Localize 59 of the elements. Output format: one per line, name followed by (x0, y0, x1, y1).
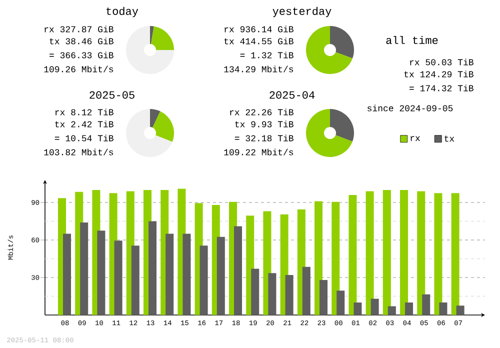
bar (434, 193, 442, 315)
text: rx 936.14 GiB (224, 26, 294, 32)
text: = 1.32 TiB (240, 52, 294, 58)
bar (405, 302, 414, 315)
bar (370, 298, 379, 315)
text: rx 50.03 TiB (410, 58, 474, 66)
bar (63, 234, 71, 315)
text: = 174.32 TiB (410, 84, 474, 92)
text: = 366.33 GiB (50, 52, 114, 58)
text: = 32.18 TiB (234, 134, 294, 142)
text: tx 124.29 TiB (404, 70, 474, 78)
text: tx 414.55 GiB (224, 38, 294, 44)
bar (354, 302, 362, 315)
bar (234, 226, 242, 315)
bar (302, 266, 310, 315)
chart-title: yesterday (272, 6, 332, 18)
chart-title: today (106, 6, 138, 18)
bar (166, 234, 174, 315)
bar (348, 195, 357, 315)
text: 134.29 Mbit/s (224, 66, 294, 72)
text: all time (386, 36, 438, 44)
bar (332, 202, 340, 315)
bar (200, 246, 208, 315)
text: tx 38.46 GiB (50, 38, 114, 44)
bar (80, 222, 88, 315)
bar (148, 221, 157, 315)
bar (422, 294, 430, 315)
bar (182, 234, 191, 315)
bar (388, 306, 396, 315)
text: tx 9.93 TiB (235, 120, 294, 128)
bar (131, 246, 140, 315)
text: = 10.54 TiB (54, 134, 114, 142)
bar (336, 290, 345, 315)
text: since 2024-09-05 (368, 104, 453, 112)
bar (417, 191, 426, 315)
legend-label: rx (410, 136, 420, 142)
bar (382, 190, 391, 315)
bar (400, 190, 408, 315)
bar (97, 230, 106, 315)
text: 103.82 Mbit/s (44, 148, 114, 156)
bar (216, 236, 225, 315)
bar (251, 268, 260, 315)
chart-title: 2025-04 (270, 91, 315, 99)
bar (285, 275, 294, 315)
bar (439, 302, 448, 315)
chart-title: 2025-05 (90, 91, 134, 99)
bar (451, 193, 460, 315)
text: rx 22.26 TiB (230, 108, 294, 116)
text: 109.22 Mbit/s (224, 148, 294, 156)
text: 109.26 Mbit/s (44, 66, 114, 72)
text: rx 8.12 TiB (55, 108, 114, 116)
text: rx 327.87 GiB (44, 26, 114, 32)
legend-label: tx (444, 136, 454, 142)
bar (456, 306, 464, 315)
bar (114, 240, 122, 315)
bar (366, 191, 374, 315)
bar (320, 280, 328, 315)
text: tx 2.42 TiB (55, 120, 114, 128)
bar (268, 273, 276, 315)
